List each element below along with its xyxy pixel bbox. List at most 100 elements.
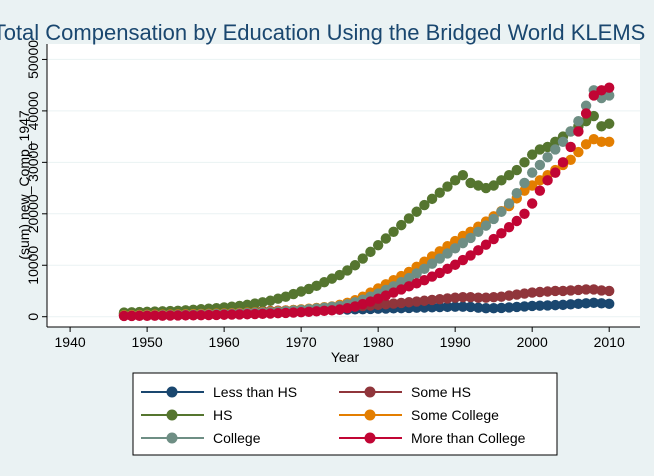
data-point: [426, 193, 438, 205]
data-point: [403, 297, 415, 308]
data-point: [534, 185, 546, 196]
data-point: [573, 284, 584, 296]
data-point: [565, 285, 576, 296]
data-point: [326, 305, 338, 316]
data-point: [526, 167, 538, 178]
data-point: [488, 213, 499, 225]
data-point: [473, 226, 484, 238]
legend-item: Some HS: [339, 384, 471, 400]
y-tick-label: 20000: [25, 194, 41, 233]
data-point: [388, 298, 399, 309]
data-point: [588, 90, 599, 101]
data-point: [457, 170, 469, 181]
data-point: [434, 267, 445, 279]
data-point: [511, 215, 522, 227]
y-axis-label: (sum) new_Comp_1947: [16, 110, 32, 260]
data-point: [449, 301, 461, 312]
data-point: [465, 232, 476, 244]
data-point: [550, 299, 561, 311]
data-point: [473, 245, 484, 256]
legend-items: Less than HS Some HS HS Some College College…: [141, 384, 526, 446]
data-point: [473, 302, 484, 313]
x-axis-label: Year: [331, 349, 360, 365]
data-point: [419, 263, 430, 275]
chart-title: Total Compensation by Education Using th…: [0, 20, 645, 45]
data-point: [550, 144, 561, 155]
y-tick-label: 30000: [25, 143, 41, 182]
data-point: [157, 310, 168, 321]
x-tick-label: 2010: [594, 334, 625, 350]
data-point: [534, 286, 546, 298]
data-point: [511, 188, 522, 199]
data-point: [203, 309, 214, 321]
x-tick-label: 1970: [286, 334, 317, 350]
legend-label: Some HS: [411, 384, 471, 400]
data-point: [380, 233, 392, 244]
data-point: [411, 268, 422, 279]
series-more-than-college: [118, 82, 615, 322]
data-point: [396, 219, 407, 231]
data-point: [526, 287, 538, 298]
data-point: [519, 288, 530, 299]
data-point: [442, 263, 453, 275]
data-point: [242, 299, 253, 311]
data-point: [596, 136, 607, 147]
legend-swatch-marker: [166, 432, 178, 444]
data-point: [411, 206, 422, 217]
legend-swatch-marker: [166, 409, 178, 421]
legend-label: College: [213, 430, 261, 446]
data-point: [434, 187, 445, 198]
data-point: [511, 289, 522, 300]
data-point: [542, 300, 553, 311]
legend-swatch-marker: [364, 409, 376, 421]
data-point: [149, 310, 161, 321]
data-point: [580, 139, 592, 150]
data-point: [249, 298, 261, 309]
data-point: [519, 157, 530, 168]
data-point: [480, 303, 492, 314]
legend-item: College: [141, 430, 261, 446]
data-point: [580, 100, 592, 111]
data-point: [573, 298, 584, 310]
data-point: [526, 149, 538, 160]
data-point: [218, 309, 230, 320]
legend-label: More than College: [411, 430, 526, 446]
data-point: [257, 308, 268, 319]
data-point: [449, 243, 461, 254]
x-tick-label: 2000: [517, 334, 548, 350]
data-point: [457, 237, 469, 249]
data-point: [603, 285, 615, 297]
data-point: [580, 298, 592, 309]
data-point: [534, 159, 546, 171]
data-point: [342, 265, 353, 276]
data-point: [449, 259, 461, 270]
data-point: [588, 297, 599, 309]
data-point: [396, 297, 407, 309]
data-point: [488, 291, 499, 303]
data-point: [457, 254, 469, 266]
data-point: [596, 285, 607, 296]
data-point: [311, 306, 322, 317]
data-point: [334, 269, 345, 281]
data-point: [503, 221, 515, 233]
legend-label: Less than HS: [213, 384, 297, 400]
data-point: [542, 286, 553, 297]
data-point: [265, 308, 276, 319]
data-point: [442, 248, 453, 259]
data-point: [519, 208, 530, 219]
data-point: [288, 307, 299, 318]
x-tick-label: 1950: [132, 334, 163, 350]
data-point: [272, 308, 284, 319]
data-point: [496, 228, 507, 239]
data-point: [465, 291, 476, 303]
data-point: [550, 167, 561, 178]
data-point: [172, 310, 184, 321]
data-point: [473, 292, 484, 303]
x-tick-label: 1980: [363, 334, 394, 350]
legend-swatch-marker: [166, 386, 178, 398]
data-point: [349, 260, 361, 271]
data-point: [180, 310, 191, 321]
data-point: [434, 294, 445, 305]
data-point: [280, 307, 291, 319]
